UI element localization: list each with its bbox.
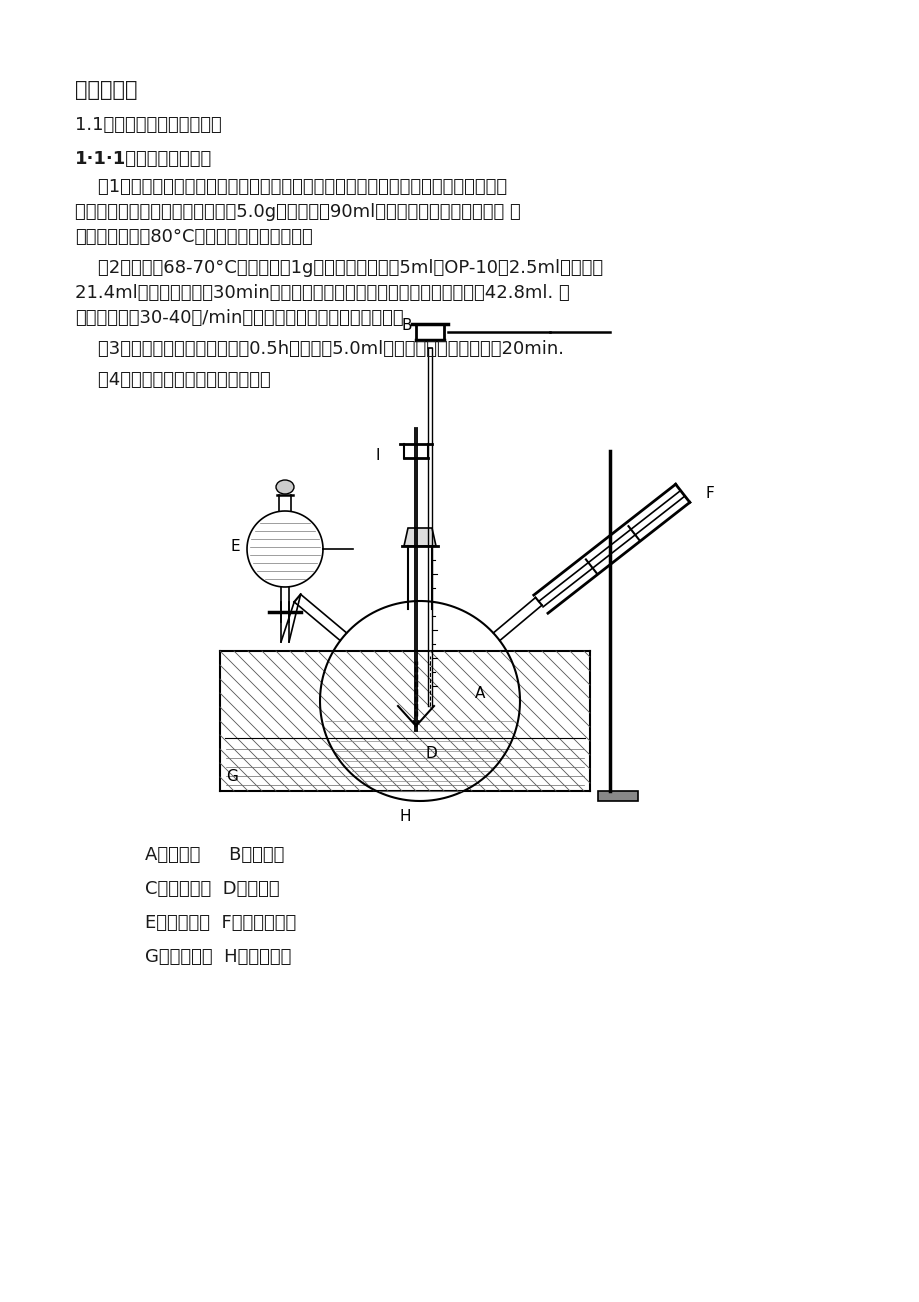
Text: B: B [402, 318, 412, 333]
Text: 浴，使温度升至80°C，将聚乙烯醇完全溶解。: 浴，使温度升至80°C，将聚乙烯醇完全溶解。 [75, 228, 312, 246]
Text: 1.1传统白乳胶的研究及应用: 1.1传统白乳胶的研究及应用 [75, 116, 221, 134]
Text: F: F [705, 486, 713, 500]
Text: （1）验装置如下图，三口烧瓶中装好搅拌器、回流冷凝器、滴液漏斗和温度计。根据: （1）验装置如下图，三口烧瓶中装好搅拌器、回流冷凝器、滴液漏斗和温度计。根据 [75, 178, 506, 197]
Polygon shape [403, 529, 436, 546]
Text: C：搅拌马达  D：搅拌器: C：搅拌马达 D：搅拌器 [145, 880, 279, 898]
Text: （4）将反应体系降至室温，出料。: （4）将反应体系降至室温，出料。 [75, 371, 270, 389]
Text: 1·1·1白乳胶的制备方法: 1·1·1白乳胶的制备方法 [75, 150, 212, 168]
Text: 第一章绪论: 第一章绪论 [75, 79, 137, 100]
Text: （3）单体滴加完后，继续反应0.5h，再加入5.0ml邻苯二甲酸二丁酯，搅拌20min.: （3）单体滴加完后，继续反应0.5h，再加入5.0ml邻苯二甲酸二丁酯，搅拌20… [75, 340, 563, 358]
Text: A: A [474, 686, 485, 700]
Text: G：加热水浴  H：水浴装置: G：加热水浴 H：水浴装置 [145, 948, 291, 966]
Text: H: H [400, 809, 411, 824]
Bar [597, 792, 637, 801]
Text: G: G [226, 769, 238, 784]
Text: 配方准确量取各种试剂。首先加入5.0g聚乙烯醇和90ml去离子水。开动搅拌，加热 水: 配方准确量取各种试剂。首先加入5.0g聚乙烯醇和90ml去离子水。开动搅拌，加热… [75, 203, 520, 221]
Text: 加速度控制在30-40滴/min，滴加时注意控制反应温度不变。: 加速度控制在30-40滴/min，滴加时注意控制反应温度不变。 [75, 309, 403, 327]
Text: E: E [231, 539, 241, 553]
Text: 21.4ml醋酸乙烯。反应30min后，加入另一半引发剂，并开始滴加剩余单体42.8ml. 滴: 21.4ml醋酸乙烯。反应30min后，加入另一半引发剂，并开始滴加剩余单体42… [75, 284, 569, 302]
Text: E：滴液漏斗  F：回流冷凝管: E：滴液漏斗 F：回流冷凝管 [145, 914, 296, 932]
Text: I: I [376, 448, 380, 464]
Ellipse shape [276, 480, 294, 493]
Text: A：三口瓶     B：温度计: A：三口瓶 B：温度计 [145, 846, 284, 865]
Text: （2）降温至68-70°C，依次加入1g十二烷基磺酸钠、5ml的OP-10、2.5ml引发剂和: （2）降温至68-70°C，依次加入1g十二烷基磺酸钠、5ml的OP-10、2.… [75, 259, 603, 277]
Text: D: D [425, 746, 437, 760]
